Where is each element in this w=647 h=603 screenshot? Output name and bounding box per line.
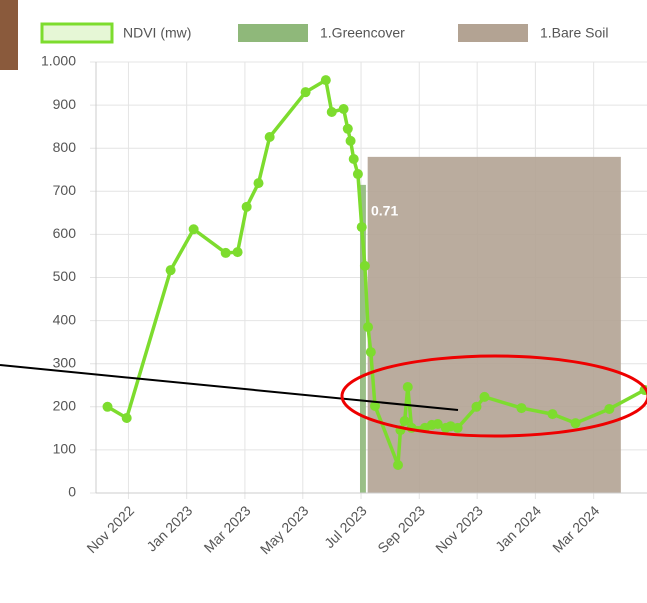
point [357, 222, 367, 232]
y-tick-label: 600 [53, 225, 77, 241]
point [366, 347, 376, 357]
point [103, 402, 113, 412]
page: {"chart_data": {"type": "line", "annotat… [0, 0, 647, 598]
chart: 0 100 200 300 400 500 600 700 800 900 1.000 Nov 202… [0, 0, 647, 598]
point [242, 202, 252, 212]
x-tick-label: Jan 2023 [143, 502, 195, 554]
point [353, 169, 363, 179]
annotation: 0.71 [371, 203, 398, 219]
point [122, 413, 132, 423]
point [363, 322, 373, 332]
point [453, 423, 463, 433]
x-tick-label: Jul 2023 [321, 502, 370, 551]
legend: NDVI (mw) 1.Greencover 1.Bare Soil [42, 24, 608, 42]
point [547, 409, 557, 419]
x-tick-label: Sep 2023 [374, 502, 428, 556]
point [360, 261, 370, 271]
point [516, 403, 526, 413]
legend-label: NDVI (mw) [123, 25, 191, 41]
y-tick-label: 500 [53, 268, 77, 284]
point [321, 75, 331, 85]
y-tick-label: 200 [53, 398, 77, 414]
y-tick-label: 800 [53, 139, 77, 155]
legend-swatch [42, 24, 112, 42]
y-tick-label: 700 [53, 182, 77, 198]
corner-image [0, 0, 18, 70]
point [346, 136, 356, 146]
point [343, 124, 353, 134]
y-tick-label: 1.000 [41, 53, 76, 69]
legend-label: 1.Bare Soil [540, 25, 608, 41]
y-tick-label: 400 [53, 311, 77, 327]
point [604, 404, 614, 414]
point [479, 392, 489, 402]
point [189, 224, 199, 234]
x-tick-label: Mar 2023 [201, 502, 254, 555]
x-tick-label: Nov 2022 [83, 502, 137, 556]
y-tick-label: 0 [68, 484, 76, 500]
point [301, 87, 311, 97]
point [471, 402, 481, 412]
legend-swatch [458, 24, 528, 42]
y-tick-label: 300 [53, 354, 77, 370]
point [393, 460, 403, 470]
point [327, 107, 337, 117]
point [233, 247, 243, 257]
x-tick-label: Mar 2024 [549, 502, 602, 555]
legend-swatch [238, 24, 308, 42]
point [254, 178, 264, 188]
y-tick-label: 900 [53, 96, 77, 112]
point [571, 418, 581, 428]
y-tick-label: 100 [53, 441, 77, 457]
point [403, 382, 413, 392]
x-tick-label: Nov 2023 [432, 502, 486, 556]
point [265, 132, 275, 142]
x-tick-label: May 2023 [257, 502, 312, 557]
legend-label: 1.Greencover [320, 25, 405, 41]
area [368, 157, 621, 493]
x-tick-label: Jan 2024 [492, 502, 544, 554]
point [339, 104, 349, 114]
point [166, 265, 176, 275]
point [221, 248, 231, 258]
point [349, 154, 359, 164]
